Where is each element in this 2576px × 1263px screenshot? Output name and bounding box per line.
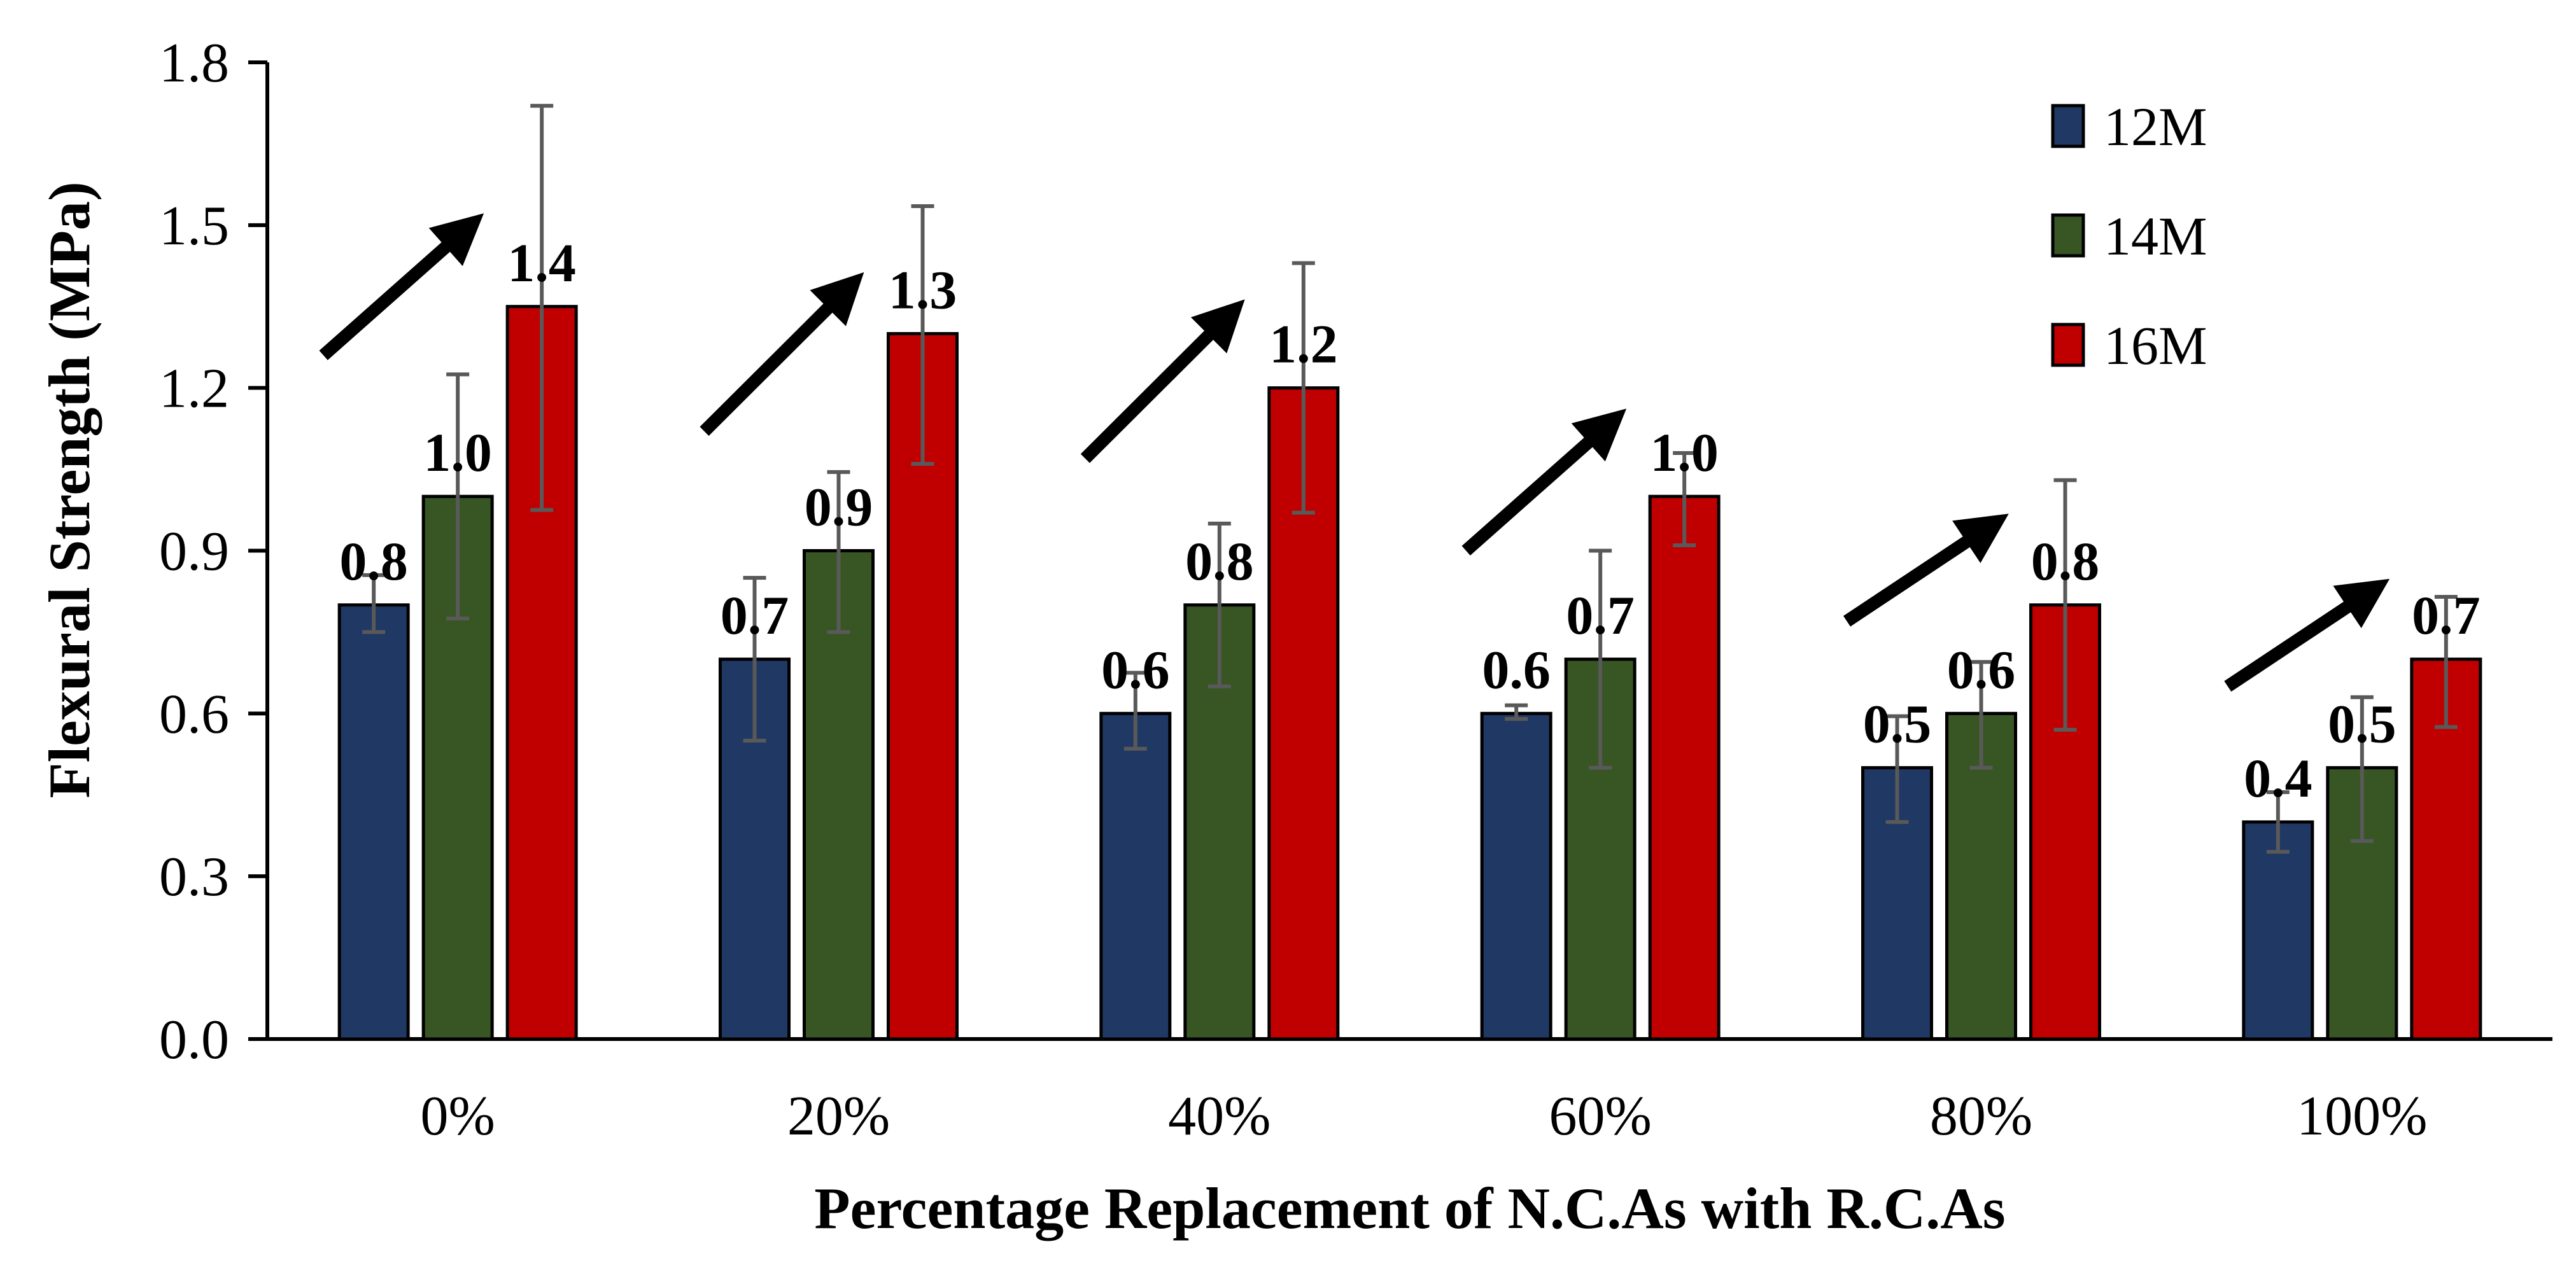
trend-arrow <box>700 272 864 436</box>
trend-arrow <box>1843 513 2009 627</box>
legend-label-16m: 16M <box>2104 315 2207 376</box>
y-tick-label: 0.9 <box>159 521 229 583</box>
data-label: 0.7 <box>721 585 789 646</box>
y-tick-label: 0.3 <box>159 846 229 908</box>
x-tick-label: 60% <box>1549 1085 1652 1147</box>
data-label: 1.4 <box>507 232 576 293</box>
data-label: 0.8 <box>339 531 408 592</box>
data-label: 0.9 <box>805 477 873 538</box>
data-label: 1.2 <box>1269 314 1338 375</box>
bar-12m-60pct <box>1480 711 1552 1041</box>
y-tick-label: 0.0 <box>159 1009 229 1071</box>
data-label: 0.6 <box>1947 639 2016 700</box>
x-tick-label: 100% <box>2297 1085 2427 1147</box>
data-label: 0.8 <box>2031 531 2100 592</box>
y-tick-label: 0.6 <box>159 683 229 745</box>
legend-swatch-14m <box>2051 213 2085 258</box>
data-label: 0.5 <box>2328 694 2397 755</box>
data-label: 0.5 <box>1863 694 1932 755</box>
y-tick-label: 1.5 <box>159 195 229 257</box>
trend-arrow <box>2224 578 2390 692</box>
data-label: 0.8 <box>1185 531 1254 592</box>
data-label: 1.0 <box>1650 422 1719 483</box>
bar-12m-0pct <box>337 603 410 1041</box>
bar-14m-60pct <box>1564 657 1636 1041</box>
legend-label-14m: 14M <box>2104 206 2207 267</box>
trend-arrow <box>1461 408 1627 555</box>
data-label: 0.6 <box>1101 639 1170 700</box>
data-label: 1.3 <box>889 259 957 320</box>
y-tick-label: 1.8 <box>159 32 229 94</box>
x-tick-label: 20% <box>787 1085 890 1147</box>
bar-16m-60pct <box>1648 494 1721 1041</box>
data-label: 0.7 <box>1566 585 1635 646</box>
legend-swatch-16m <box>2051 323 2085 367</box>
x-tick-label: 0% <box>421 1085 495 1147</box>
data-label: 1.0 <box>423 422 492 483</box>
y-tick-label: 1.2 <box>159 358 229 420</box>
legend-swatch-12m <box>2051 104 2085 148</box>
data-label: 0.4 <box>2244 748 2312 809</box>
bar-12m-40pct <box>1099 711 1172 1041</box>
legend-label-12m: 12M <box>2104 96 2207 157</box>
data-label: 0.7 <box>2412 585 2481 646</box>
y-axis-title: Flexural Strength (MPa) <box>37 181 102 798</box>
x-axis-title: Percentage Replacement of N.C.As with R.… <box>814 1176 2005 1241</box>
bar-12m-100pct <box>2242 820 2314 1041</box>
data-label: 0.6 <box>1482 639 1551 700</box>
x-tick-label: 40% <box>1168 1085 1270 1147</box>
trend-arrow <box>1080 299 1245 463</box>
x-tick-label: 80% <box>1930 1085 2032 1147</box>
trend-arrow <box>319 213 484 360</box>
